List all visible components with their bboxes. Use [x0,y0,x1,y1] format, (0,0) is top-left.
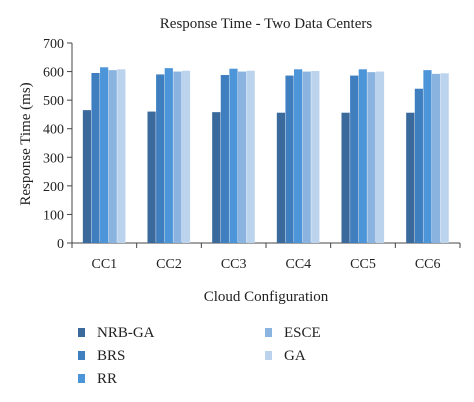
x-tick-label: CC3 [221,257,247,272]
legend-swatch-esce [265,328,272,337]
bar-nrb-ga-cc5 [341,112,350,243]
bar-esce-cc5 [367,72,376,244]
legend-label-rr: RR [97,371,117,387]
legend-label-ga: GA [284,348,306,364]
y-tick-label: 200 [43,180,64,195]
x-tick-label: CC4 [285,257,311,272]
bar-ga-cc3 [246,70,255,243]
bar-esce-cc6 [431,73,441,243]
bar-brs-cc1 [91,73,100,243]
bar-ga-cc1 [117,69,126,244]
legend-swatch-nrb-ga [78,328,85,337]
y-tick-label: 400 [43,123,64,138]
y-tick-label: 300 [43,151,64,166]
bar-ga-cc4 [311,71,320,243]
bar-ga-cc6 [440,73,449,244]
bar-nrb-ga-cc2 [147,111,156,243]
bar-rr-cc1 [100,67,109,244]
x-tick-label: CC6 [415,257,441,272]
x-tick-label: CC5 [350,257,376,272]
bar-rr-cc2 [164,68,173,244]
legend-label-brs: BRS [97,348,125,364]
bar-brs-cc3 [220,75,229,243]
bar-brs-cc2 [156,74,165,243]
y-tick-label: 700 [43,37,64,52]
bar-nrb-ga-cc4 [276,112,286,243]
legend-label-nrb-ga: NRB-GA [97,325,155,341]
bar-rr-cc4 [294,69,303,244]
bar-nrb-ga-cc6 [406,112,415,243]
bar-esce-cc4 [302,71,311,243]
bar-ga-cc2 [181,70,191,243]
legend: NRB-GA BRS RR ESCE GA [78,325,321,387]
bar-esce-cc1 [108,70,117,244]
chart-title: Response Time - Two Data Centers [160,16,373,32]
legend-swatch-brs [78,351,85,360]
y-tick-label: 500 [43,94,64,109]
bar-rr-cc6 [423,70,432,244]
bar-nrb-ga-cc1 [82,110,92,244]
bar-ga-cc5 [375,71,385,243]
y-tick-label: 600 [43,66,64,81]
y-tick-label: 0 [57,237,64,252]
x-tick-label: CC2 [156,257,182,272]
bar-esce-cc2 [173,71,182,243]
bar-nrb-ga-cc3 [212,112,221,244]
x-axis-label: Cloud Configuration [204,289,329,305]
bar-rr-cc3 [229,68,238,243]
plot-area: 0 100 200 300 400 500 600 700 CC1 CC2 CC3 CC4 CC5 CC6 [43,37,461,272]
bar-brs-cc5 [350,75,359,243]
bar-rr-cc5 [358,69,367,244]
y-tick-label: 100 [43,208,64,223]
y-axis-label: Response Time (ms) [18,82,34,205]
legend-swatch-ga [265,351,272,360]
bar-brs-cc6 [414,88,423,243]
legend-label-esce: ESCE [284,325,321,341]
legend-swatch-rr [78,374,85,383]
bar-esce-cc3 [237,71,247,243]
x-tick-label: CC1 [91,257,117,272]
bar-brs-cc4 [285,75,294,243]
